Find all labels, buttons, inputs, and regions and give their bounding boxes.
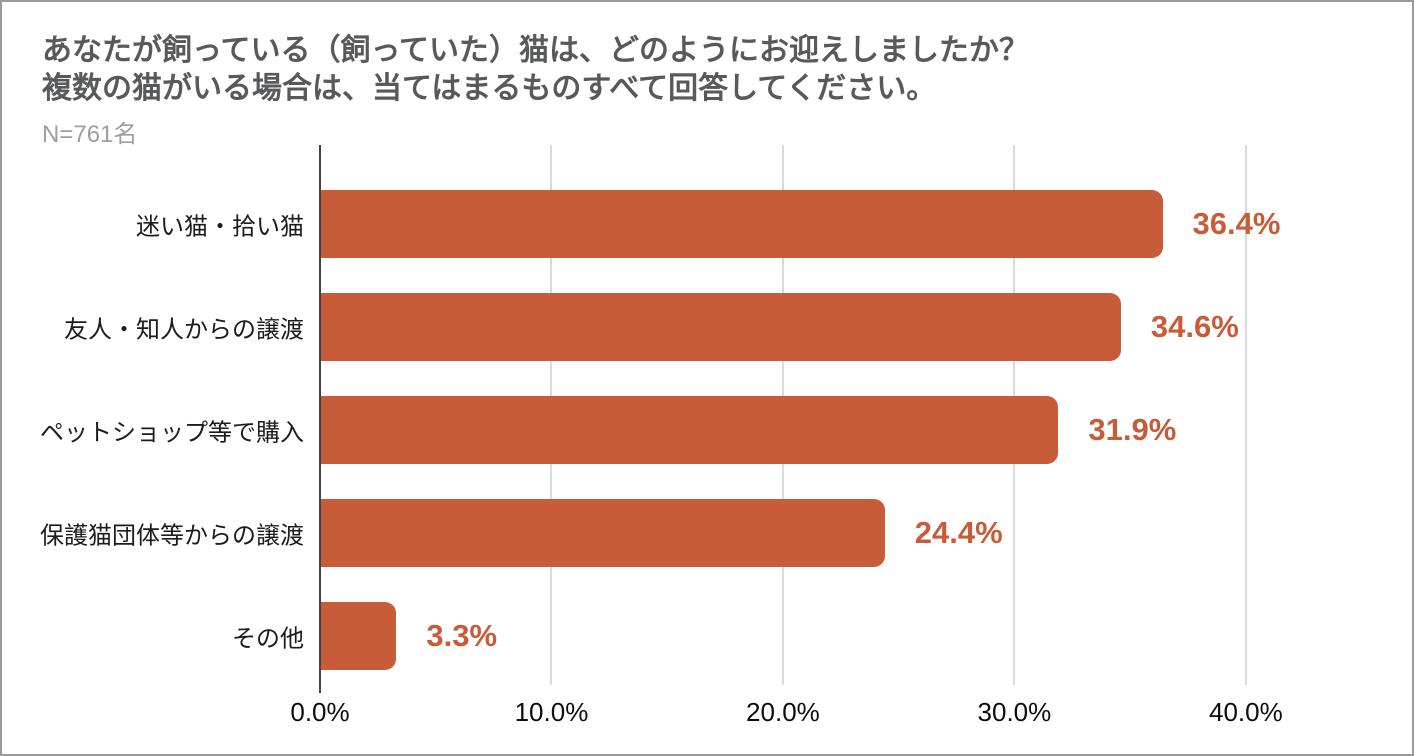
bar-row: 友人・知人からの譲渡 34.6% — [64, 275, 1394, 378]
value-label: 36.4% — [1192, 205, 1281, 241]
chart-title: あなたが飼っている（飼っていた）猫は、どのようにお迎えしましたか？ 複数の猫がい… — [42, 32, 1029, 108]
value-label: 34.6% — [1150, 308, 1239, 344]
bar-row: その他 3.3% — [232, 584, 1394, 687]
x-gridline — [1244, 145, 1247, 685]
chart-title-line2: 複数の猫がいる場合は、当てはまるものすべて回答してください。 — [42, 72, 937, 106]
x-tick-label: 40.0% — [1208, 697, 1283, 727]
chart-title-line1: あなたが飼っている（飼っていた）猫は、どのようにお迎えしましたか？ — [42, 34, 1029, 67]
value-label: 31.9% — [1088, 411, 1177, 447]
bar-row: ペットショップ等で購入 31.9% — [40, 378, 1394, 481]
bar — [320, 189, 1163, 258]
bar-row: 保護猫団体等からの譲渡 24.4% — [40, 481, 1394, 584]
value-label: 24.4% — [914, 514, 1003, 550]
x-tick-label: 10.0% — [514, 697, 589, 727]
x-tick-label: 20.0% — [746, 697, 820, 727]
bar — [320, 498, 885, 567]
sample-size-label: N=761名 — [42, 121, 138, 148]
category-label: その他 — [232, 625, 304, 652]
bar — [320, 292, 1121, 361]
y-axis-line — [319, 145, 321, 693]
category-label: ペットショップ等で購入 — [40, 419, 304, 446]
bar-rows: 迷い猫・拾い猫 36.4% 友人・知人からの譲渡 34.6% ペットショップ等で購入 31… — [40, 172, 1394, 687]
x-tick-label: 0.0% — [290, 697, 350, 727]
bar — [320, 395, 1059, 464]
category-label: 迷い猫・拾い猫 — [136, 213, 304, 240]
bar — [320, 601, 397, 670]
category-label: 保護猫団体等からの譲渡 — [40, 522, 304, 549]
x-tick-label: 30.0% — [977, 697, 1052, 727]
category-label: 友人・知人からの譲渡 — [64, 316, 304, 343]
value-label: 3.3% — [426, 617, 498, 653]
bar-row: 迷い猫・拾い猫 36.4% — [136, 172, 1394, 275]
plot-area: 迷い猫・拾い猫 36.4% 友人・知人からの譲渡 34.6% ペットショップ等で購入 31… — [40, 145, 1394, 727]
